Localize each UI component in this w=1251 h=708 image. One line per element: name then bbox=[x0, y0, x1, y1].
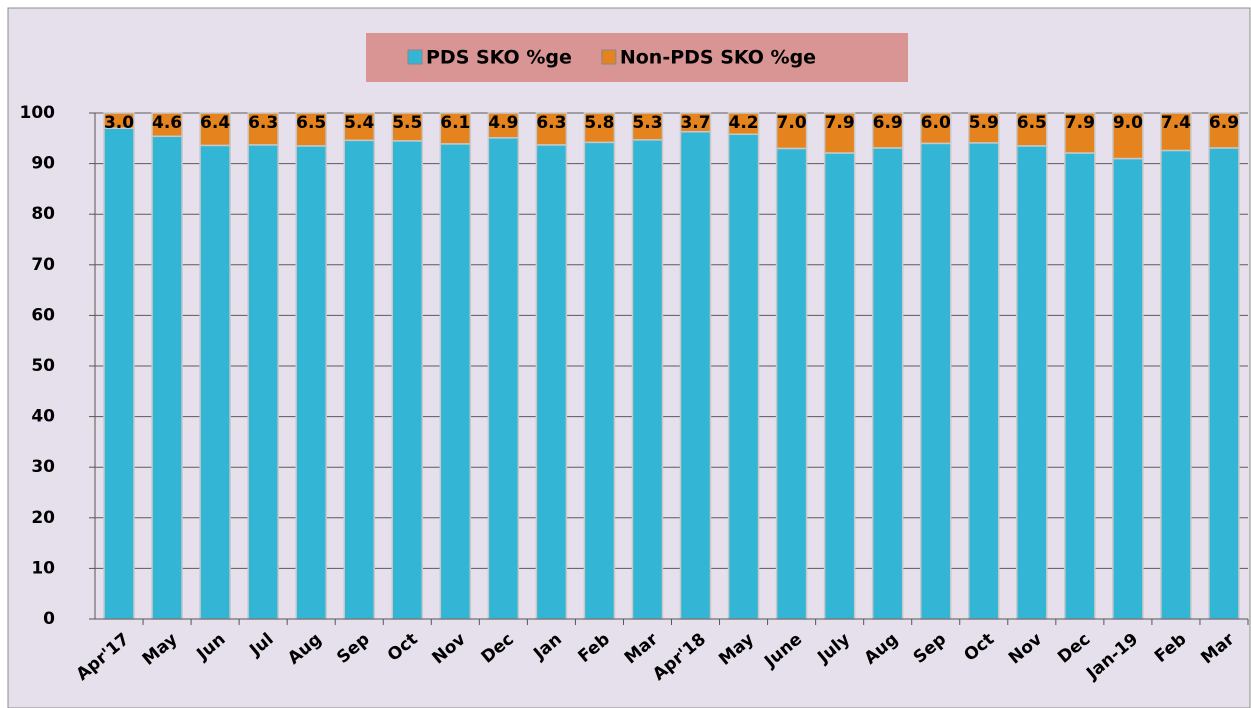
bar-segment bbox=[487, 112, 520, 139]
data-label: 6.0 bbox=[921, 113, 951, 133]
data-label: 7.0 bbox=[777, 113, 807, 133]
bar-segment bbox=[1064, 152, 1096, 620]
y-tick-label: 40 bbox=[31, 407, 55, 427]
data-label: 5.9 bbox=[969, 113, 999, 133]
data-label: 4.6 bbox=[152, 113, 182, 133]
data-label: 6.5 bbox=[296, 113, 326, 133]
legend-swatch bbox=[407, 49, 423, 65]
bar-segment bbox=[1160, 149, 1192, 620]
bar-segment bbox=[823, 152, 856, 620]
bar-segment bbox=[295, 112, 327, 147]
legend-label: Non-PDS SKO %ge bbox=[620, 47, 816, 69]
data-label: 6.3 bbox=[536, 113, 566, 133]
bar-segment bbox=[439, 143, 472, 620]
bar-segment bbox=[823, 112, 856, 154]
bar-segment bbox=[583, 112, 616, 144]
y-tick-label: 60 bbox=[31, 305, 55, 325]
bar-segment bbox=[631, 139, 664, 620]
bar-segment bbox=[775, 112, 808, 150]
bar-segment bbox=[727, 133, 760, 620]
data-label: 6.3 bbox=[248, 113, 278, 133]
y-tick-label: 90 bbox=[31, 154, 55, 174]
y-tick-label: 20 bbox=[31, 508, 55, 528]
bar-segment bbox=[343, 112, 375, 142]
bar-segment bbox=[919, 112, 952, 145]
bar-segment bbox=[1064, 112, 1096, 154]
bar-segment bbox=[871, 112, 904, 149]
bar-segment bbox=[1112, 112, 1144, 160]
data-label: 6.1 bbox=[440, 113, 470, 133]
legend-label: PDS SKO %ge bbox=[426, 47, 572, 69]
bar-segment bbox=[247, 144, 279, 620]
bar-segment bbox=[727, 112, 760, 136]
data-label: 5.3 bbox=[632, 113, 662, 133]
bar-segment bbox=[199, 112, 231, 147]
legend-box bbox=[366, 33, 908, 82]
bar-segment bbox=[247, 112, 279, 146]
bar-segment bbox=[295, 145, 327, 620]
legend-swatch bbox=[601, 49, 617, 65]
bar-segment bbox=[871, 147, 904, 620]
data-label: 7.9 bbox=[825, 113, 855, 133]
bar-segment bbox=[775, 147, 808, 620]
bar-segment bbox=[103, 112, 135, 129]
bar-segment bbox=[391, 112, 424, 142]
data-label: 7.9 bbox=[1065, 113, 1095, 133]
bar-segment bbox=[151, 135, 183, 620]
data-label: 4.2 bbox=[729, 113, 759, 133]
data-label: 5.4 bbox=[344, 113, 374, 133]
bar-segment bbox=[919, 142, 952, 620]
data-label: 4.9 bbox=[488, 113, 518, 133]
bar-segment bbox=[679, 112, 712, 133]
data-label: 5.5 bbox=[392, 113, 422, 133]
y-tick-label: 0 bbox=[43, 609, 55, 629]
bar-segment bbox=[439, 112, 472, 145]
data-label: 7.4 bbox=[1161, 113, 1191, 133]
bar-segment bbox=[679, 130, 712, 620]
bar-segment bbox=[1112, 157, 1144, 620]
data-label: 3.7 bbox=[680, 113, 710, 133]
y-tick-label: 80 bbox=[31, 204, 55, 224]
bar-segment bbox=[631, 112, 664, 141]
bar-segment bbox=[487, 137, 520, 620]
bar-segment bbox=[535, 144, 568, 620]
bar-segment bbox=[151, 112, 183, 138]
bar-segment bbox=[199, 144, 231, 620]
y-tick-label: 70 bbox=[31, 255, 55, 275]
y-tick-label: 10 bbox=[31, 558, 55, 578]
bar-segment bbox=[391, 140, 424, 620]
data-label: 6.5 bbox=[1017, 113, 1047, 133]
bar-segment bbox=[968, 112, 1000, 144]
bar-segment bbox=[343, 139, 375, 620]
bar-segment bbox=[1208, 147, 1240, 620]
bar-segment bbox=[1016, 112, 1048, 147]
data-label: 9.0 bbox=[1113, 113, 1143, 133]
data-label: 5.8 bbox=[584, 113, 614, 133]
data-label: 6.9 bbox=[1209, 113, 1239, 133]
y-tick-label: 50 bbox=[31, 356, 55, 376]
bar-segment bbox=[968, 142, 1000, 620]
bar-segment bbox=[1016, 145, 1048, 620]
data-label: 6.9 bbox=[873, 113, 903, 133]
bar-segment bbox=[535, 112, 568, 146]
bar-segment bbox=[103, 127, 135, 620]
bar-segment bbox=[1208, 112, 1240, 149]
bar-segment bbox=[1160, 112, 1192, 152]
y-tick-label: 100 bbox=[20, 103, 56, 123]
y-tick-label: 30 bbox=[31, 457, 55, 477]
data-label: 3.0 bbox=[104, 113, 134, 133]
bar-segment bbox=[583, 141, 616, 620]
data-label: 6.4 bbox=[200, 113, 230, 133]
